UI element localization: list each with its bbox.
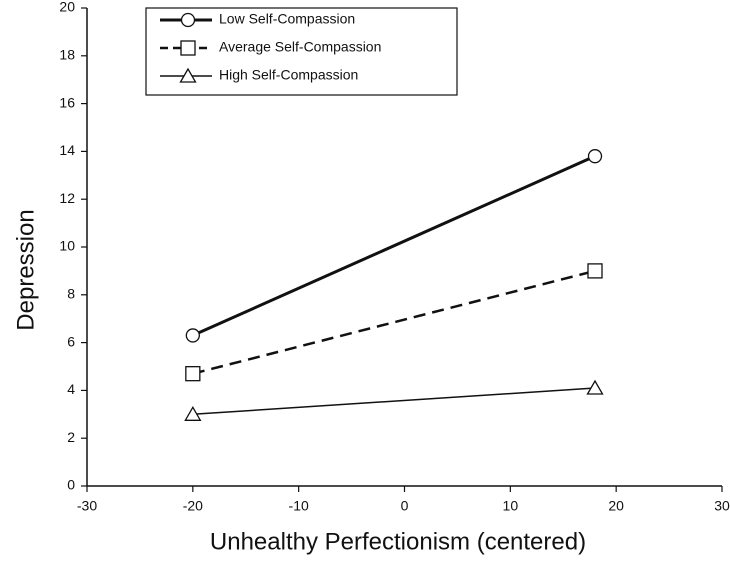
legend-marker [180,12,196,28]
legend-label: Average Self-Compassion [219,39,381,55]
y-tick-label: 6 [67,333,75,349]
y-tick-label: 8 [67,286,75,302]
y-tick-label: 16 [59,94,75,110]
y-tick-label: 4 [67,381,75,397]
y-tick-label: 0 [67,477,75,493]
y-tick-label: 2 [67,429,75,445]
x-tick-label: 20 [608,498,624,514]
point [185,366,201,382]
y-tick-label: 20 [59,0,75,15]
x-tick-label: -20 [183,498,203,514]
y-tick-label: 10 [59,238,75,254]
point [185,328,200,343]
y-axis-title: Depression [12,209,39,330]
x-tick-label: -30 [77,498,97,514]
legend-box [145,7,458,96]
x-tick-label: -10 [289,498,309,514]
legend-label: Low Self-Compassion [219,11,355,27]
point [587,263,603,279]
x-axis-title: Unhealthy Perfectionism (centered) [210,528,586,555]
point [587,149,603,164]
series-line [192,269,596,375]
y-tick-label: 12 [59,190,75,206]
legend-marker [179,67,197,83]
y-tick-label: 14 [59,142,75,158]
legend-label: High Self-Compassion [219,67,358,83]
x-tick-label: 10 [503,498,519,514]
series-line [192,154,596,337]
x-tick-label: 30 [714,498,730,514]
y-tick-label: 18 [59,47,75,63]
point [586,379,604,395]
series-line [192,387,596,416]
x-tick-label: 0 [401,498,409,514]
point [184,405,202,421]
legend-marker [180,40,196,56]
